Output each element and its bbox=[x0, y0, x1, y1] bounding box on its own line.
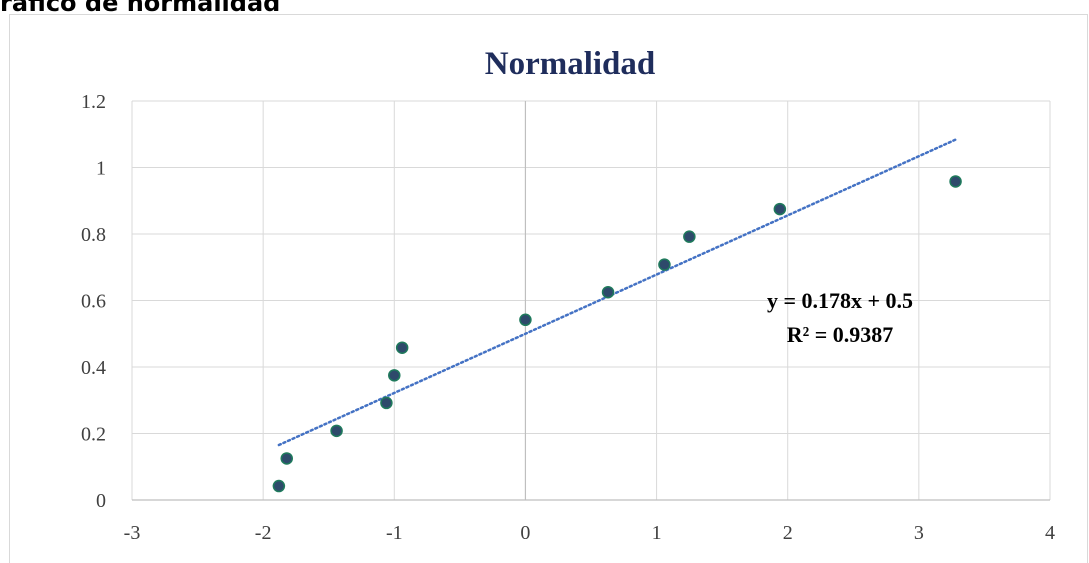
y-tick-label: 0.4 bbox=[81, 357, 106, 379]
data-point bbox=[280, 452, 293, 465]
data-point bbox=[658, 258, 671, 271]
page-heading: ráfico de normalidad bbox=[0, 0, 281, 17]
trendline bbox=[277, 138, 957, 447]
x-tick-label: 2 bbox=[783, 522, 793, 544]
chart-title: Normalidad bbox=[485, 46, 656, 82]
x-tick-label: 3 bbox=[914, 522, 924, 544]
trendline-equation: y = 0.178x + 0.5 bbox=[767, 288, 913, 313]
trendline-r-squared: R² = 0.9387 bbox=[787, 322, 894, 347]
data-point bbox=[380, 396, 393, 410]
x-tick-label: -1 bbox=[386, 522, 403, 544]
data-point bbox=[949, 175, 962, 188]
data-point bbox=[683, 230, 696, 243]
x-tick-label: 4 bbox=[1045, 522, 1055, 544]
trendline-group bbox=[277, 138, 957, 447]
data-point bbox=[773, 202, 787, 216]
data-point bbox=[601, 285, 615, 299]
data-points bbox=[272, 175, 962, 493]
x-tick-label: 1 bbox=[652, 522, 662, 544]
x-tick-label: -2 bbox=[255, 522, 272, 544]
tick-labels: 0 0.2 0.4 0.6 0.8 1 1.2 -3 -2 -1 0 1 2 3 4 bbox=[81, 91, 1055, 544]
y-tick-label: 1 bbox=[96, 158, 106, 180]
y-tick-label: 0.6 bbox=[81, 291, 106, 313]
y-tick-label: 1.2 bbox=[81, 91, 106, 113]
y-tick-label: 0.2 bbox=[81, 424, 106, 446]
data-point bbox=[519, 313, 532, 327]
y-tick-label: 0 bbox=[96, 490, 106, 512]
axes bbox=[132, 101, 1050, 501]
grid-lines bbox=[131, 100, 1051, 500]
data-point bbox=[395, 341, 409, 354]
x-tick-label: 0 bbox=[520, 522, 530, 544]
x-tick-label: -3 bbox=[124, 522, 141, 544]
y-tick-label: 0.8 bbox=[81, 224, 106, 246]
data-point bbox=[330, 424, 343, 438]
chart-frame bbox=[9, 14, 1088, 563]
data-point bbox=[388, 369, 401, 382]
data-point bbox=[272, 479, 286, 493]
